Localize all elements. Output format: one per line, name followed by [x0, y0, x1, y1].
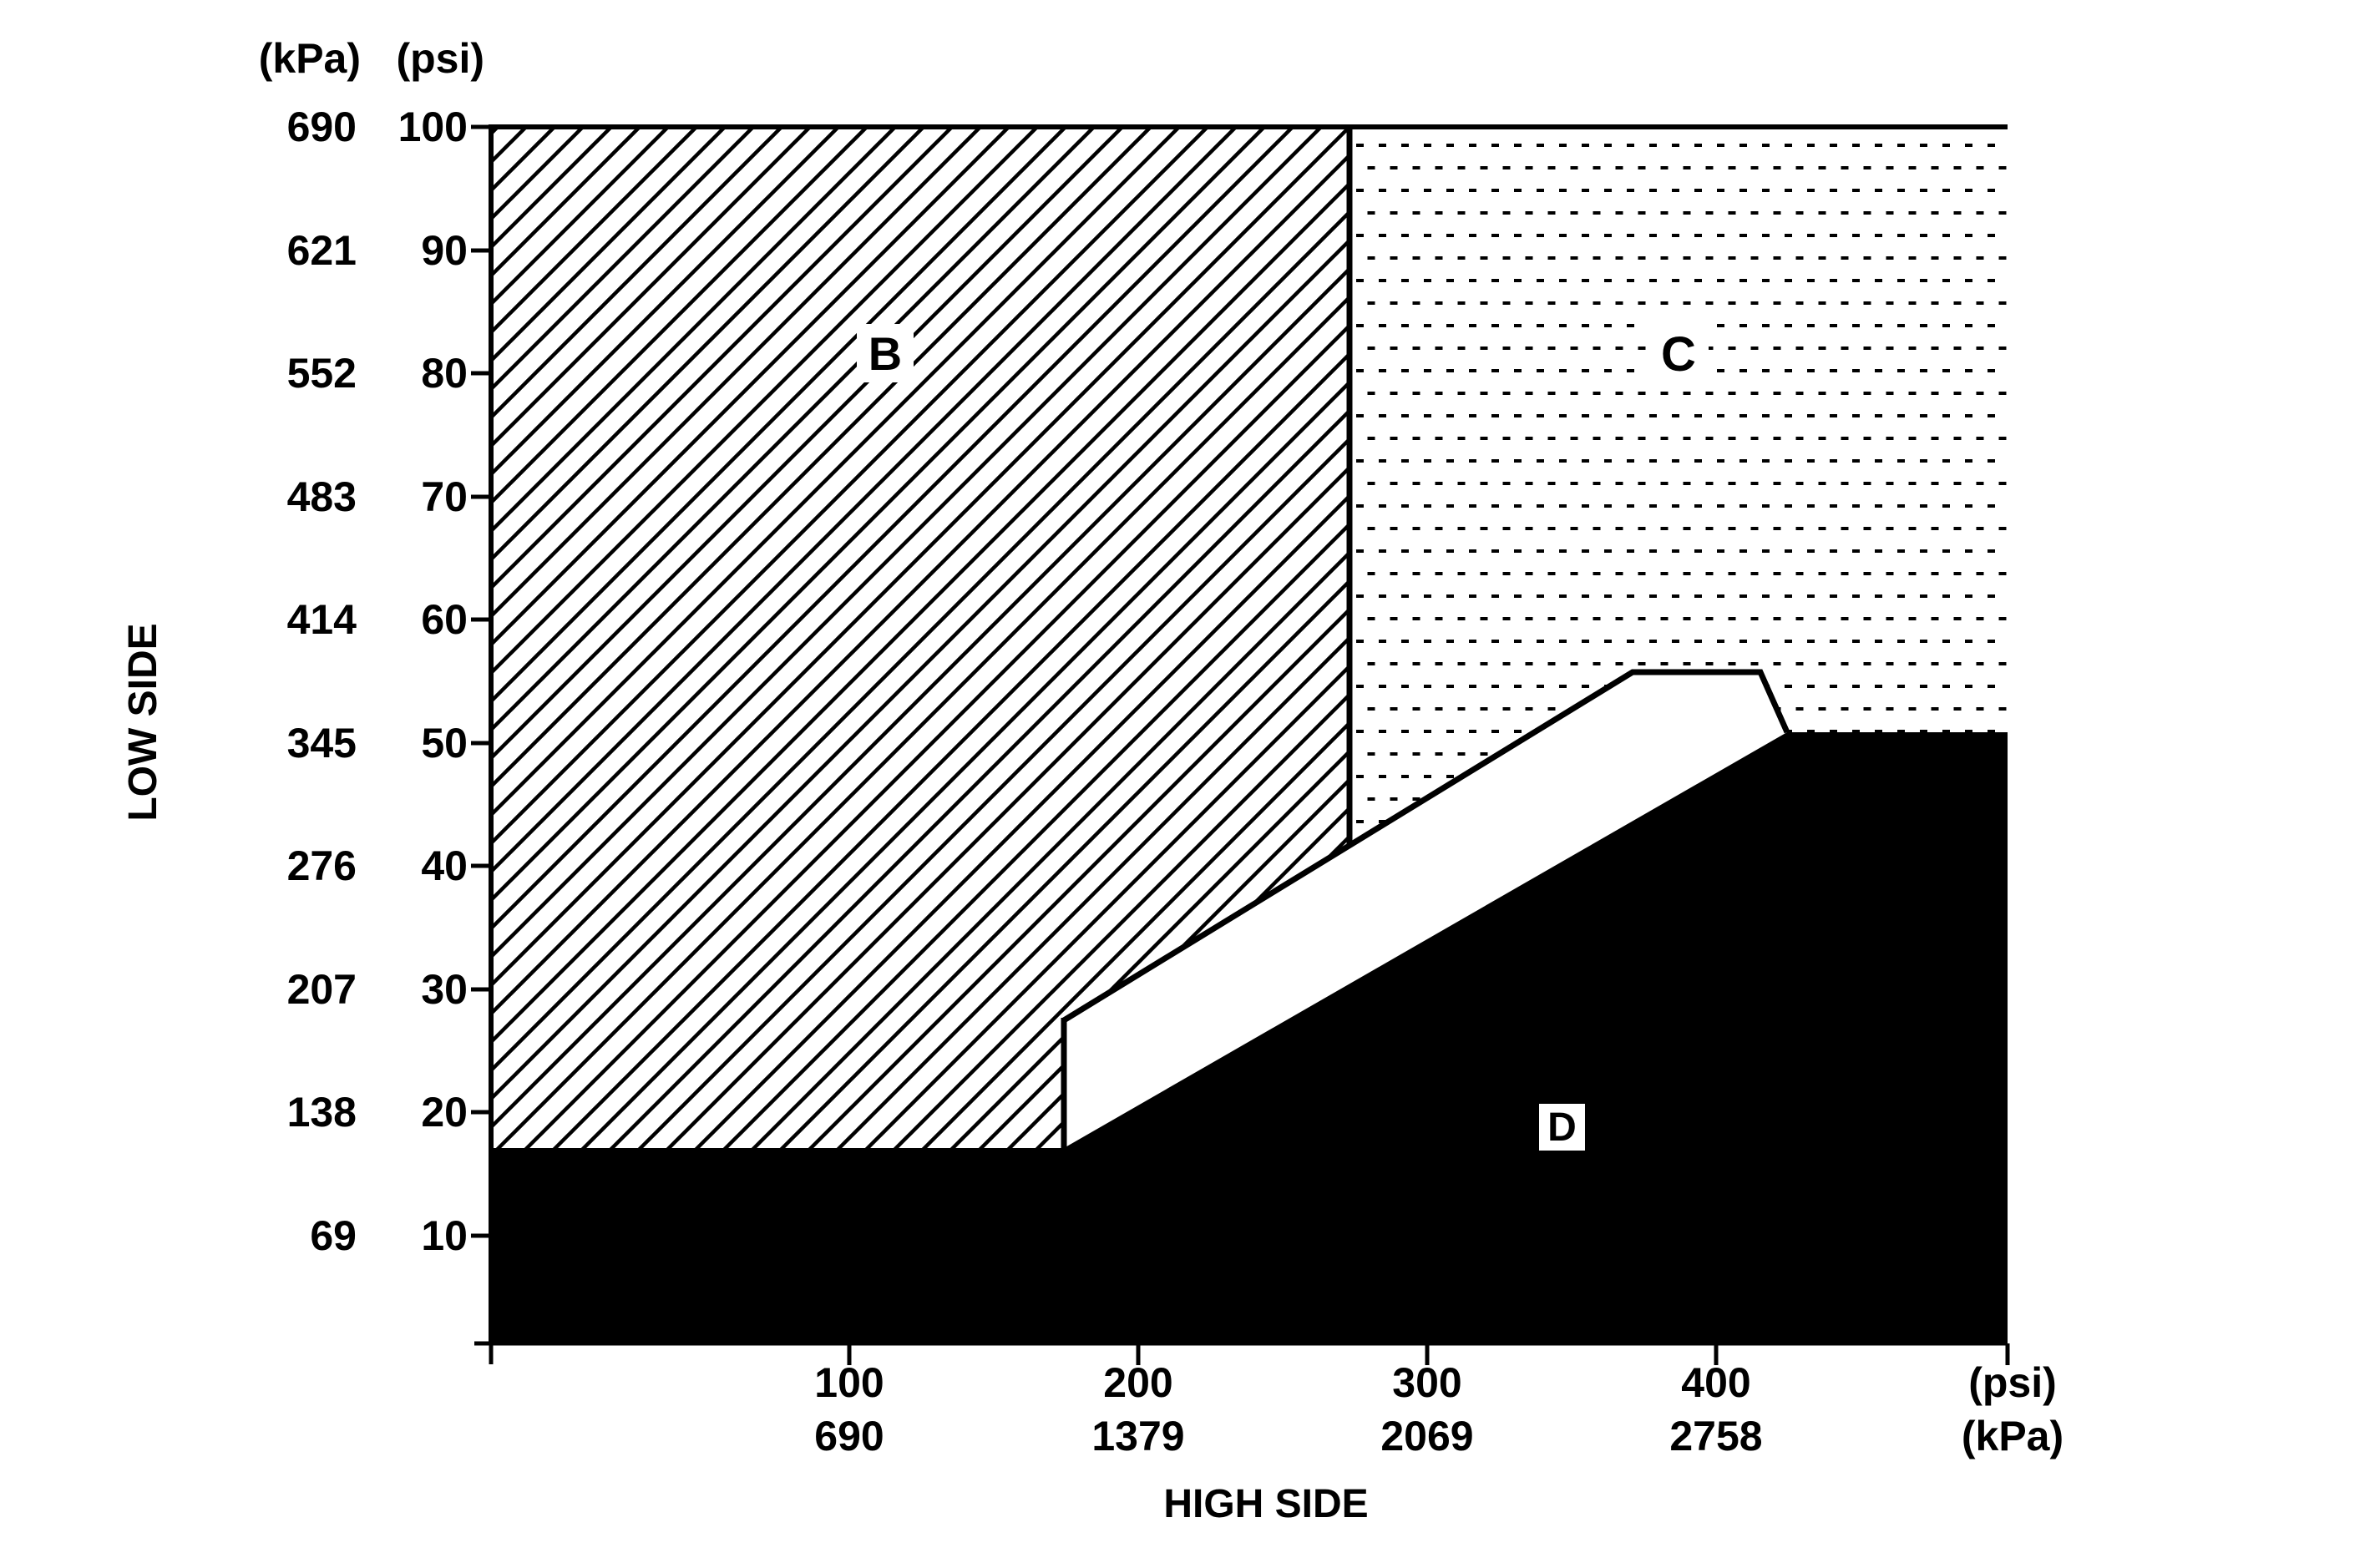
y-tick-label-psi: 40	[421, 842, 468, 889]
y-tick-label-kpa: 414	[286, 596, 357, 643]
x-tick-label-kpa: 2069	[1380, 1413, 1474, 1459]
x-tick-label-kpa: 1379	[1091, 1413, 1185, 1459]
region-b-label: B	[857, 324, 914, 382]
y-tick-label-psi: 10	[421, 1212, 468, 1259]
y-tick-label-kpa: 345	[286, 720, 357, 766]
x-axis-unit-psi: (psi)	[1968, 1359, 2057, 1406]
x-tick-label-psi: 300	[1392, 1359, 1462, 1406]
region-b-hatched-area	[491, 127, 1350, 1148]
y-tick-label-kpa: 621	[286, 227, 357, 274]
y-axis-ticks	[471, 124, 491, 1238]
y-tick-label-kpa: 207	[286, 966, 357, 1013]
y-tick-label-kpa: 690	[286, 104, 357, 150]
y-axis-unit-kpa: (kPa)	[258, 35, 361, 82]
x-tick-label-kpa: 690	[814, 1413, 884, 1459]
y-axis-title: LOW SIDE	[121, 623, 165, 822]
region-c-label: C	[1648, 324, 1709, 384]
y-tick-label-psi: 20	[421, 1089, 468, 1136]
y-tick-label-kpa: 552	[286, 350, 357, 397]
region-c-letter: C	[1661, 326, 1696, 382]
y-tick-label-psi: 50	[421, 720, 468, 766]
y-tick-label-psi: 80	[421, 350, 468, 397]
x-tick-label-psi: 400	[1681, 1359, 1751, 1406]
y-tick-label-kpa: 69	[310, 1212, 357, 1259]
y-tick-label-psi: 100	[398, 104, 468, 150]
y-tick-label-kpa: 276	[286, 842, 357, 889]
white-band-top-boundary-line	[1062, 669, 1790, 1023]
x-axis-title: HIGH SIDE	[1163, 1482, 1369, 1526]
x-axis-unit-kpa: (kPa)	[1961, 1413, 2064, 1459]
y-tick-label-kpa: 138	[286, 1089, 357, 1136]
y-tick-label-psi: 90	[421, 227, 468, 274]
y-axis-unit-psi: (psi)	[396, 35, 484, 82]
y-tick-label-kpa: 483	[286, 473, 357, 520]
y-tick-label-psi: 70	[421, 473, 468, 520]
x-tick-label-psi: 100	[814, 1359, 884, 1406]
x-tick-label-psi: 200	[1103, 1359, 1173, 1406]
region-d-label: D	[1539, 1104, 1585, 1151]
region-b-letter: B	[868, 326, 903, 380]
y-tick-label-psi: 30	[421, 966, 468, 1013]
x-axis-ticks	[847, 1343, 2010, 1365]
region-d-solid-area	[491, 732, 2008, 1343]
y-tick-label-psi: 60	[421, 596, 468, 643]
region-d-letter: D	[1547, 1105, 1577, 1150]
region-c-dotted-area	[1350, 127, 2008, 846]
x-tick-label-kpa: 2758	[1669, 1413, 1763, 1459]
